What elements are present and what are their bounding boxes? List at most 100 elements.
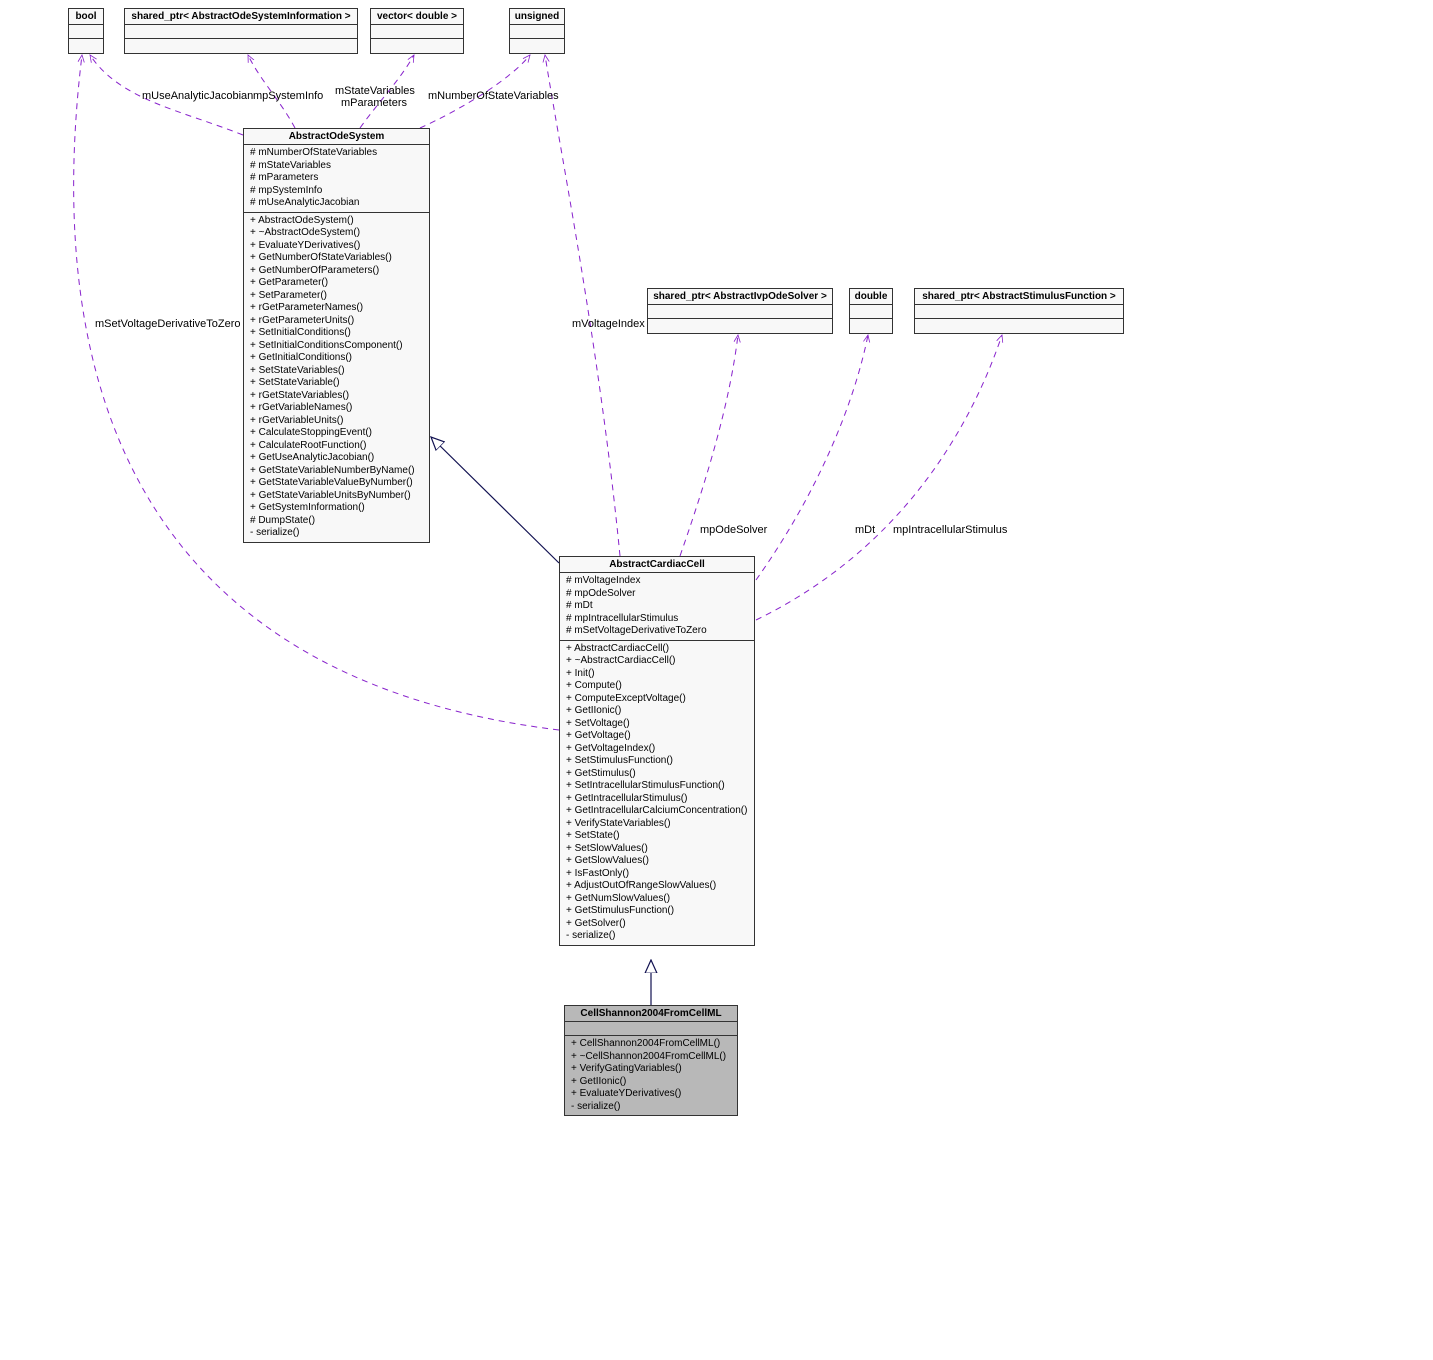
member-row: + GetIntracellularStimulus() xyxy=(566,793,748,806)
compartment-attrs xyxy=(510,25,564,39)
edge-label-system-info: mpSystemInfo xyxy=(253,90,323,102)
node-shared-ivp[interactable]: shared_ptr< AbstractIvpOdeSolver > xyxy=(647,288,833,334)
member-row: + SetSlowValues() xyxy=(566,843,748,856)
compartment-attrs: # mNumberOfStateVariables# mStateVariabl… xyxy=(244,145,429,213)
member-row: + GetVoltage() xyxy=(566,730,748,743)
member-row: + GetStimulusFunction() xyxy=(566,905,748,918)
compartment-ops: + AbstractCardiacCell()+ ~AbstractCardia… xyxy=(560,641,754,945)
node-bool[interactable]: bool xyxy=(68,8,104,54)
compartment-ops xyxy=(69,39,103,53)
node-title: bool xyxy=(69,9,103,25)
member-row: + GetNumberOfParameters() xyxy=(250,265,423,278)
member-row: + EvaluateYDerivatives() xyxy=(571,1088,731,1101)
member-row: + GetIntracellularCalciumConcentration() xyxy=(566,805,748,818)
edge-label-parameters: mParameters xyxy=(341,97,407,109)
member-row: + VerifyStateVariables() xyxy=(566,818,748,831)
edge-label-number-state-vars: mNumberOfStateVariables xyxy=(428,90,559,102)
member-row: + SetState() xyxy=(566,830,748,843)
compartment-attrs xyxy=(371,25,463,39)
node-vector-double[interactable]: vector< double > xyxy=(370,8,464,54)
node-shared-ode-info[interactable]: shared_ptr< AbstractOdeSystemInformation… xyxy=(124,8,358,54)
node-title: vector< double > xyxy=(371,9,463,25)
node-title: CellShannon2004FromCellML xyxy=(565,1006,737,1022)
node-abstract-cardiac-cell[interactable]: AbstractCardiacCell # mVoltageIndex# mpO… xyxy=(559,556,755,946)
member-row: + GetStateVariableNumberByName() xyxy=(250,465,423,478)
member-row: - serialize() xyxy=(571,1101,731,1114)
member-row: + ~AbstractCardiacCell() xyxy=(566,655,748,668)
member-row: + GetStimulus() xyxy=(566,768,748,781)
edge-dep-cardiac-unsigned xyxy=(545,55,620,556)
node-shared-stim[interactable]: shared_ptr< AbstractStimulusFunction > xyxy=(914,288,1124,334)
member-row: + Compute() xyxy=(566,680,748,693)
member-row: + AbstractCardiacCell() xyxy=(566,643,748,656)
compartment-attrs xyxy=(69,25,103,39)
member-row: + GetInitialConditions() xyxy=(250,352,423,365)
compartment-attrs xyxy=(915,305,1123,319)
compartment-attrs xyxy=(565,1022,737,1036)
member-row: + rGetStateVariables() xyxy=(250,390,423,403)
member-row: + CalculateStoppingEvent() xyxy=(250,427,423,440)
member-row: + GetSystemInformation() xyxy=(250,502,423,515)
edge-label-voltage-index: mVoltageIndex xyxy=(572,318,645,330)
edge-dep-cardiac-stim xyxy=(756,335,1002,620)
member-row: # mSetVoltageDerivativeToZero xyxy=(566,625,748,638)
member-row: + AbstractOdeSystem() xyxy=(250,215,423,228)
edge-dep-cardiac-ivp xyxy=(680,335,738,556)
edge-label-intracellular-stimulus: mpIntracellularStimulus xyxy=(893,524,1007,536)
node-title: AbstractOdeSystem xyxy=(244,129,429,145)
member-row: + VerifyGatingVariables() xyxy=(571,1063,731,1076)
compartment-attrs xyxy=(648,305,832,319)
node-title: shared_ptr< AbstractStimulusFunction > xyxy=(915,289,1123,305)
member-row: # mpSystemInfo xyxy=(250,185,423,198)
node-title: shared_ptr< AbstractOdeSystemInformation… xyxy=(125,9,357,25)
member-row: + SetParameter() xyxy=(250,290,423,303)
edge-label-set-voltage-deriv-zero: mSetVoltageDerivativeToZero xyxy=(95,318,241,330)
member-row: + SetInitialConditions() xyxy=(250,327,423,340)
compartment-ops xyxy=(125,39,357,53)
member-row: + GetStateVariableUnitsByNumber() xyxy=(250,490,423,503)
member-row: + IsFastOnly() xyxy=(566,868,748,881)
node-abstract-ode-system[interactable]: AbstractOdeSystem # mNumberOfStateVariab… xyxy=(243,128,430,543)
member-row: + SetInitialConditionsComponent() xyxy=(250,340,423,353)
member-row: # mUseAnalyticJacobian xyxy=(250,197,423,210)
edge-label-ode-solver: mpOdeSolver xyxy=(700,524,767,536)
node-double[interactable]: double xyxy=(849,288,893,334)
node-cell-shannon[interactable]: CellShannon2004FromCellML + CellShannon2… xyxy=(564,1005,738,1116)
edge-label-use-analytic-jacobian: mUseAnalyticJacobian xyxy=(142,90,253,102)
compartment-ops xyxy=(510,39,564,53)
edge-label-state-variables: mStateVariables xyxy=(335,85,415,97)
edge-dep-cardiac-double xyxy=(756,335,868,580)
member-row: + CellShannon2004FromCellML() xyxy=(571,1038,731,1051)
member-row: + GetIIonic() xyxy=(566,705,748,718)
member-row: + rGetVariableUnits() xyxy=(250,415,423,428)
member-row: # mStateVariables xyxy=(250,160,423,173)
member-row: + GetNumberOfStateVariables() xyxy=(250,252,423,265)
compartment-ops: + CellShannon2004FromCellML()+ ~CellShan… xyxy=(565,1036,737,1115)
compartment-ops xyxy=(371,39,463,53)
member-row: + rGetParameterUnits() xyxy=(250,315,423,328)
compartment-attrs xyxy=(850,305,892,319)
edge-inh-cardiac-ode xyxy=(431,437,559,563)
member-row: - serialize() xyxy=(566,930,748,943)
member-row: + AdjustOutOfRangeSlowValues() xyxy=(566,880,748,893)
node-title: double xyxy=(850,289,892,305)
node-title: unsigned xyxy=(510,9,564,25)
member-row: + SetStimulusFunction() xyxy=(566,755,748,768)
member-row: + SetStateVariable() xyxy=(250,377,423,390)
member-row: + GetVoltageIndex() xyxy=(566,743,748,756)
compartment-attrs xyxy=(125,25,357,39)
node-unsigned[interactable]: unsigned xyxy=(509,8,565,54)
member-row: + GetNumSlowValues() xyxy=(566,893,748,906)
node-title: AbstractCardiacCell xyxy=(560,557,754,573)
member-row: + GetParameter() xyxy=(250,277,423,290)
member-row: + GetUseAnalyticJacobian() xyxy=(250,452,423,465)
member-row: # mParameters xyxy=(250,172,423,185)
member-row: + SetIntracellularStimulusFunction() xyxy=(566,780,748,793)
compartment-attrs: # mVoltageIndex# mpOdeSolver# mDt# mpInt… xyxy=(560,573,754,641)
member-row: # mVoltageIndex xyxy=(566,575,748,588)
edge-label-dt: mDt xyxy=(855,524,875,536)
compartment-ops xyxy=(915,319,1123,333)
member-row: + CalculateRootFunction() xyxy=(250,440,423,453)
compartment-ops xyxy=(850,319,892,333)
member-row: # DumpState() xyxy=(250,515,423,528)
